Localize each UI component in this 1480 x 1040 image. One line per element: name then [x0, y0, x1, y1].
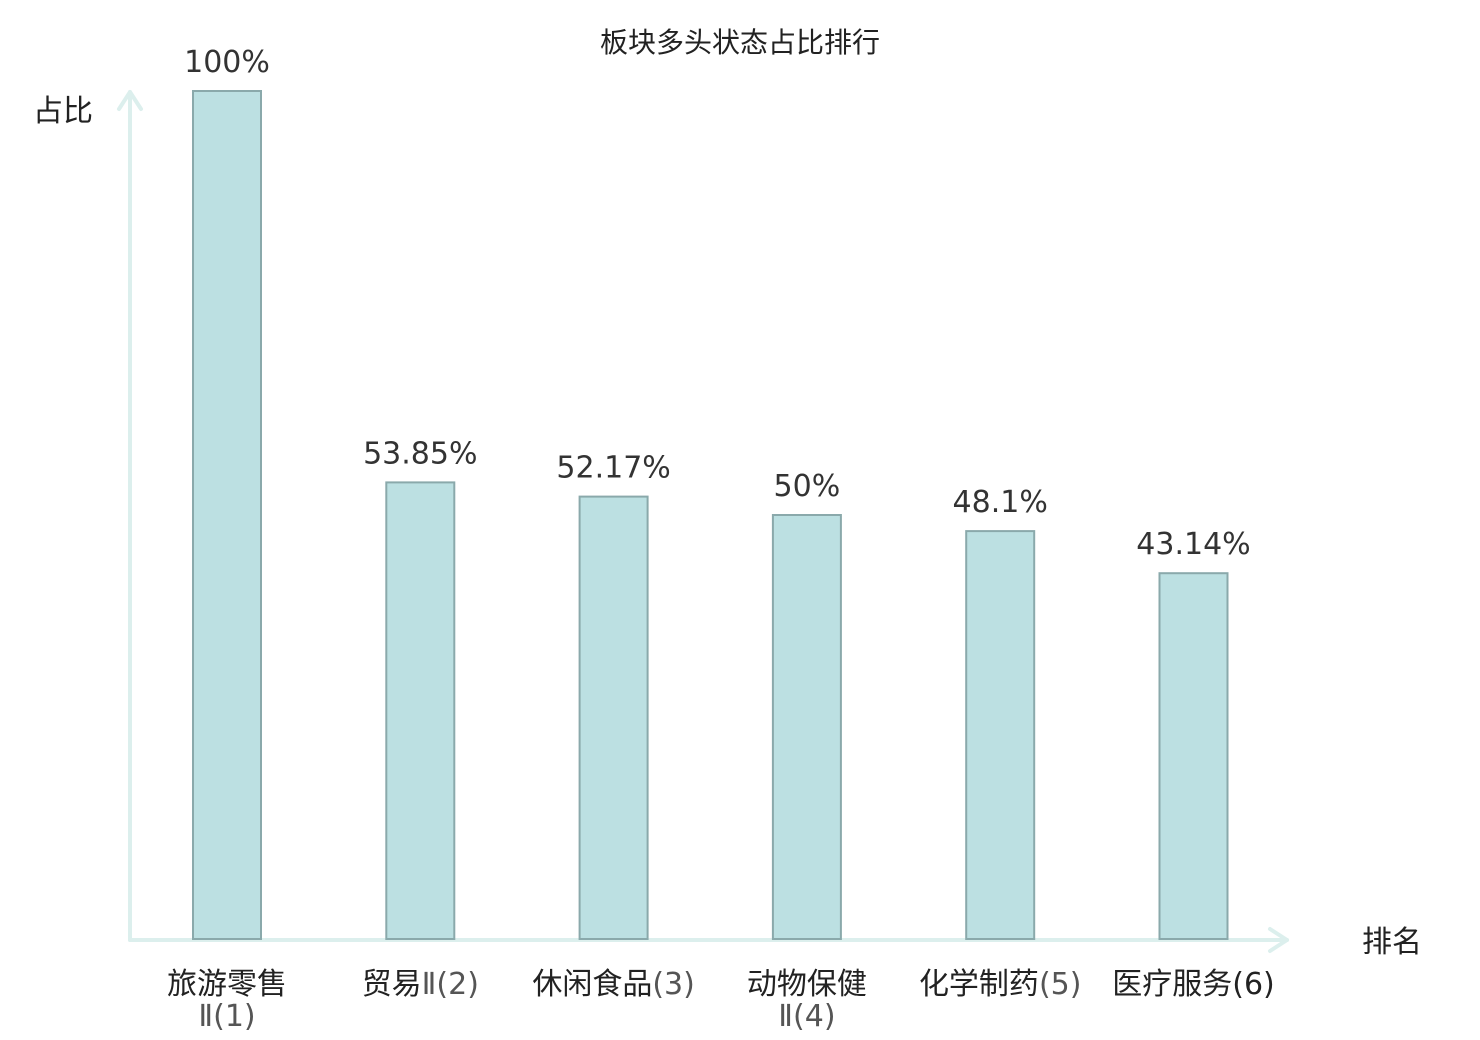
y-axis — [117, 90, 143, 942]
value-labels-group: 100% 53.85% 52.17% 50% 48.1% 43.14% — [184, 45, 1251, 562]
category-label: 休闲食品(3) — [532, 967, 695, 1002]
y-axis-label: 占比 — [33, 94, 93, 129]
bar-value-label: 43.14% — [1136, 527, 1250, 562]
bar-value-label: 53.85% — [363, 436, 477, 471]
bar-value-label: 50% — [774, 469, 841, 504]
bar-value-label: 52.17% — [556, 451, 670, 486]
x-axis-label: 排名 — [1362, 925, 1422, 960]
category-label: 贸易Ⅱ(2) — [362, 967, 479, 1002]
chart-title: 板块多头状态占比排行 — [600, 26, 880, 59]
category-labels-group: 旅游零售 Ⅱ(1) 贸易Ⅱ(2) 休闲食品(3) 动物保健 Ⅱ(4) 化学制药(5) 医疗服务… — [167, 967, 1275, 1034]
bars-group — [192, 90, 1229, 940]
bar-value-label: 100% — [184, 45, 270, 80]
bar — [965, 530, 1036, 940]
bar — [192, 90, 262, 940]
bar — [578, 495, 649, 940]
x-axis — [128, 927, 1289, 953]
bar — [1158, 572, 1229, 940]
category-label: 化学制药(5) — [919, 967, 1081, 1002]
category-label: 医疗服务(6) — [1112, 967, 1275, 1002]
bar — [771, 514, 842, 940]
category-label: 动物保健 Ⅱ(4) — [747, 967, 867, 1034]
category-label: 旅游零售 Ⅱ(1) — [167, 967, 287, 1034]
bar — [385, 481, 456, 940]
bar-value-label: 48.1% — [953, 485, 1048, 520]
